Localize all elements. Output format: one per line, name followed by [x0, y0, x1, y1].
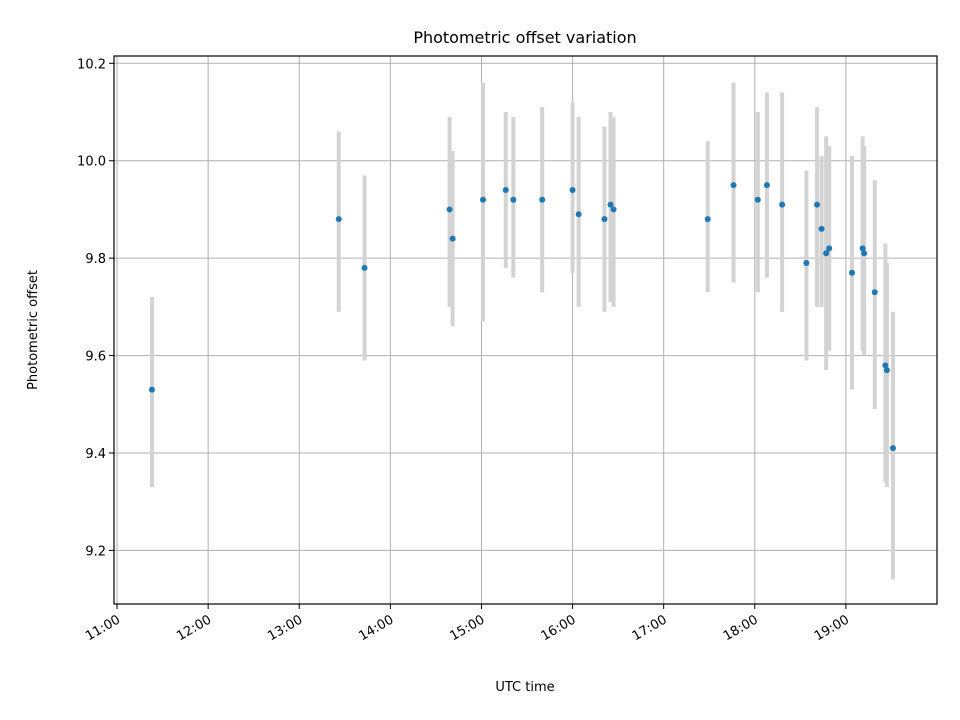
chart-title: Photometric offset variation	[413, 28, 636, 47]
data-point-5	[449, 235, 456, 242]
data-point-22	[818, 225, 825, 232]
data-point-10	[569, 186, 576, 193]
data-point-16	[730, 182, 737, 189]
data-point-31	[889, 445, 896, 452]
y-axis-label: Photometric offset	[26, 270, 41, 390]
data-point-2	[335, 216, 342, 223]
data-point-14	[610, 206, 617, 213]
data-point-15	[704, 216, 711, 223]
data-point-18	[763, 182, 770, 189]
x-axis-label: UTC time	[495, 680, 554, 695]
data-point-13	[607, 201, 614, 208]
data-point-21	[814, 201, 821, 208]
data-point-19	[779, 201, 786, 208]
data-point-6	[479, 196, 486, 203]
data-point-17	[754, 196, 761, 203]
y-tick-label: 9.6	[85, 350, 106, 365]
data-point-28	[871, 289, 878, 296]
y-tick-label: 9.2	[85, 544, 106, 559]
data-point-8	[510, 196, 517, 203]
grid	[114, 56, 937, 604]
data-point-27	[861, 250, 868, 257]
y-tick-label: 9.8	[85, 252, 106, 267]
data-point-29	[882, 362, 889, 369]
data-points	[148, 182, 896, 452]
data-point-23	[823, 250, 830, 257]
data-point-1	[148, 386, 155, 393]
data-point-12	[601, 216, 608, 223]
data-point-30	[883, 367, 890, 374]
plot-frame	[113, 55, 938, 605]
data-point-24	[826, 245, 833, 252]
data-point-3	[361, 264, 368, 271]
y-tick-label: 9.4	[85, 447, 106, 462]
data-point-25	[848, 269, 855, 276]
data-point-11	[575, 211, 582, 218]
data-point-9	[539, 196, 546, 203]
data-point-7	[502, 186, 509, 193]
data-point-26	[859, 245, 866, 252]
data-point-20	[803, 260, 810, 267]
data-point-4	[446, 206, 453, 213]
y-tick-label: 10.0	[77, 155, 106, 170]
y-tick-label: 10.2	[77, 57, 106, 72]
